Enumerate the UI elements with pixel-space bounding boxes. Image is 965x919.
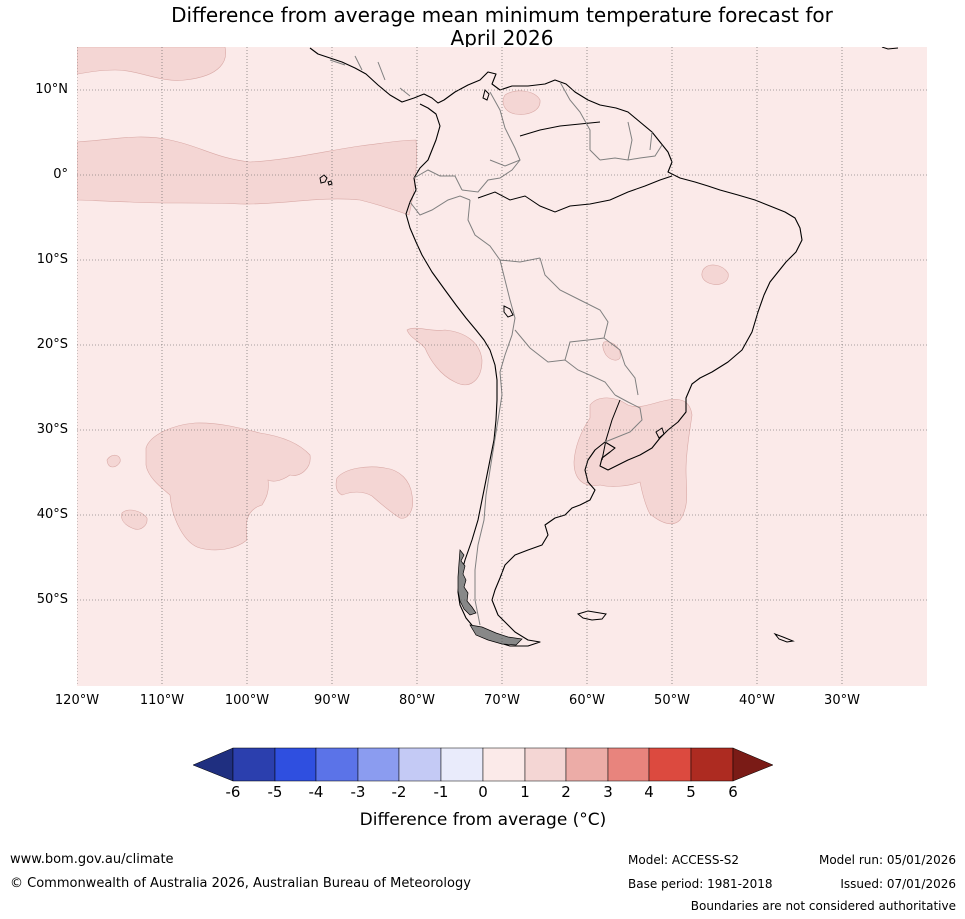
- amazon-river: [477, 175, 673, 213]
- lon-label: 120°W: [54, 693, 100, 708]
- lon-label: 110°W: [139, 693, 185, 708]
- lon-label: 90°W: [314, 693, 350, 708]
- fjord-islands: [457, 549, 477, 616]
- lat-label: 20°S: [36, 337, 68, 352]
- border-colombia-venezuela: [489, 91, 521, 167]
- lon-label: 100°W: [224, 693, 270, 708]
- colorbar-tick-label: 4: [644, 783, 654, 801]
- footer-disclaimer: Boundaries are not considered authoritat…: [690, 899, 956, 913]
- colorbar-tick-label: -3: [350, 783, 366, 801]
- lon-label: 40°W: [739, 693, 775, 708]
- colorbar-tick-label: 5: [686, 783, 696, 801]
- anomaly-patch: [701, 264, 729, 285]
- lakes: [482, 89, 665, 439]
- colorbar-tick-label: -5: [267, 783, 283, 801]
- colorbar-title: Difference from average (°C): [359, 810, 607, 830]
- anomaly-patch: [77, 47, 226, 81]
- colorbar-cell: [315, 747, 359, 782]
- colorbar-tick-label: -1: [433, 783, 449, 801]
- country-borders: [329, 55, 663, 626]
- islands: [319, 47, 899, 643]
- map-area: [77, 47, 927, 686]
- lat-label: 30°S: [36, 422, 68, 437]
- colorbar-tick-label: 2: [561, 783, 571, 801]
- colorbar-tick-label: 1: [520, 783, 530, 801]
- chilean-fjords: [457, 549, 523, 646]
- anomaly-patch: [145, 422, 311, 551]
- south-georgia-island: [773, 632, 795, 643]
- colorbar-cell: [440, 747, 484, 782]
- border-venezuela-guyana: [559, 81, 601, 161]
- colorbar-min-extend: [192, 747, 234, 782]
- map-title: Difference from average mean minimum tem…: [77, 4, 927, 50]
- colorbar-cell: [524, 747, 567, 782]
- colorbar-tick-label: 0: [478, 783, 488, 801]
- border-peru-brazil: [467, 199, 541, 263]
- footer-website[interactable]: www.bom.gov.au/climate: [10, 852, 174, 867]
- tierra-del-fuego: [469, 624, 523, 646]
- south-america-coastline: [309, 47, 803, 647]
- border-argentina-uruguay-brazil: [604, 394, 643, 443]
- lat-label: 10°N: [35, 82, 68, 97]
- footer-copyright: © Commonwealth of Australia 2026, Austra…: [10, 876, 471, 891]
- border-ecuador-peru: [409, 195, 471, 216]
- lat-label: 50°S: [36, 592, 68, 607]
- lagoa-dos-patos: [655, 427, 665, 439]
- footer-model-run: Model run: 05/01/2026: [818, 853, 956, 867]
- colorbar-tick-label: -2: [391, 783, 407, 801]
- border-guianas: [599, 121, 663, 161]
- lat-label: 0°: [53, 167, 68, 182]
- anomaly-patch: [106, 454, 121, 468]
- colorbar-max-extend: [732, 747, 774, 782]
- colorbar-cell: [482, 747, 526, 782]
- colorbar-cell: [398, 747, 442, 782]
- colorbar: [192, 747, 774, 782]
- border-colombia-brazil: [461, 159, 521, 193]
- border-bolivia-brazil: [539, 257, 609, 361]
- footer-model: Model: ACCESS-S2: [628, 853, 740, 867]
- lon-label: 50°W: [654, 693, 690, 708]
- colorbar-cell: [232, 747, 276, 782]
- lon-label: 30°W: [824, 693, 860, 708]
- colorbar-cell: [690, 747, 734, 782]
- lat-label: 10°S: [36, 252, 68, 267]
- colorbar-cell: [357, 747, 400, 782]
- colorbar-cell: [274, 747, 317, 782]
- lon-label: 70°W: [484, 693, 520, 708]
- falkland-islands: [576, 610, 607, 621]
- lake-titicaca: [503, 305, 514, 318]
- lake-maracaibo: [482, 89, 490, 101]
- colorbar-tick-label: -6: [225, 783, 241, 801]
- border-argentina-chile: [474, 371, 503, 626]
- border-central-america: [329, 55, 411, 97]
- border-colombia-ecuador: [413, 169, 463, 191]
- border-paraguay-brazil: [603, 337, 639, 396]
- anomaly-patch: [502, 90, 541, 115]
- border-peru-bolivia-chile: [499, 259, 516, 373]
- footer-base-period: Base period: 1981-2018: [628, 877, 773, 891]
- graticule: [77, 47, 927, 686]
- colorbar-tick-label: -4: [308, 783, 324, 801]
- footer-issued: Issued: 07/01/2026: [840, 877, 956, 891]
- lon-label: 60°W: [569, 693, 605, 708]
- border-bolivia-paraguay-argentina: [514, 329, 616, 396]
- lon-label: 80°W: [399, 693, 435, 708]
- title-line-1: Difference from average mean minimum tem…: [171, 3, 833, 27]
- colorbar-cell: [607, 747, 650, 782]
- galapagos-islands: [319, 174, 333, 186]
- anomaly-patch: [406, 327, 483, 386]
- anomaly-patch: [335, 466, 413, 519]
- colorbar-cell: [648, 747, 692, 782]
- lat-label: 40°S: [36, 507, 68, 522]
- colorbar-cell: [565, 747, 609, 782]
- cuba-coast: [881, 47, 899, 50]
- colorbar-tick-label: 6: [728, 783, 738, 801]
- colorbar-tick-label: 3: [603, 783, 613, 801]
- parana-river: [601, 399, 621, 461]
- title-line-2: April 2026: [450, 26, 554, 50]
